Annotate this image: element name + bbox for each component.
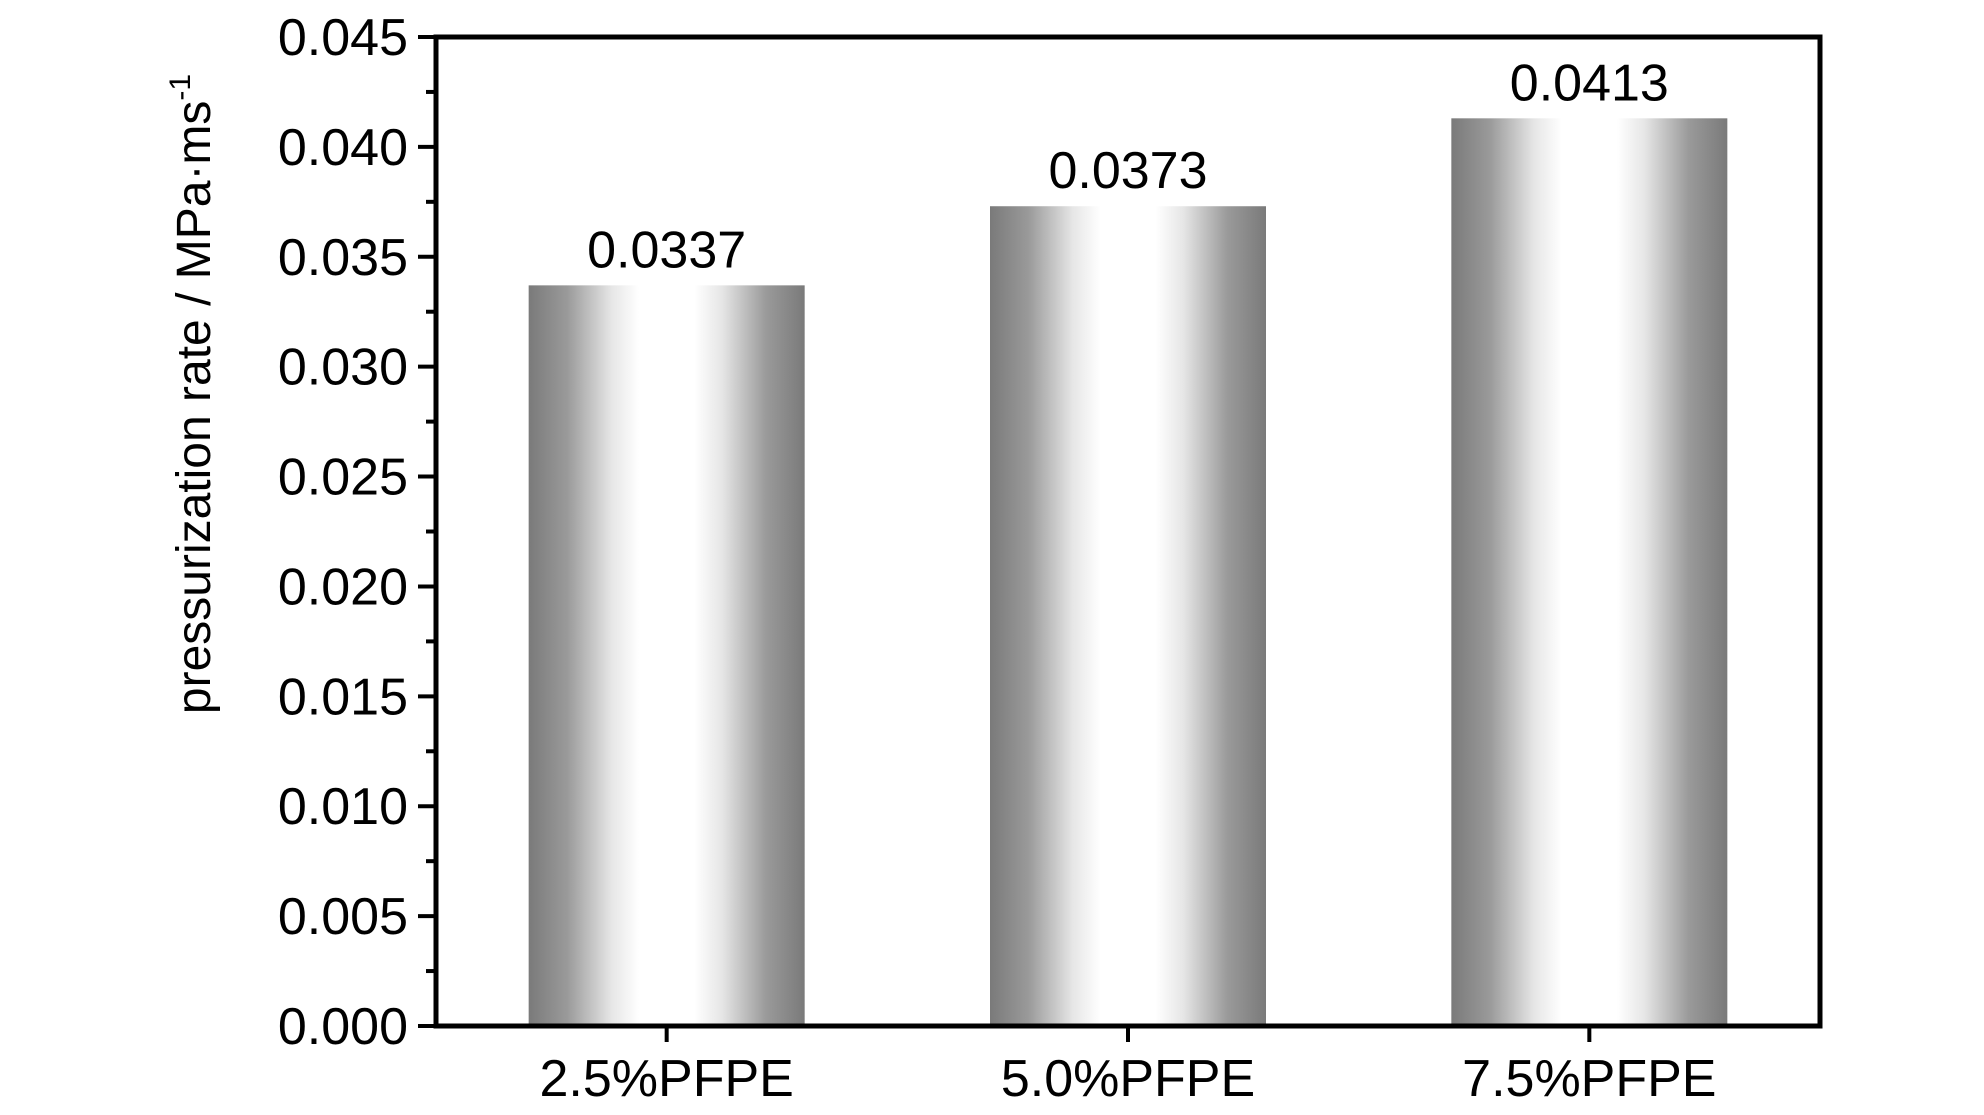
y-tick-label-7: 0.030 bbox=[278, 339, 408, 397]
y-axis-title-superscript: -1 bbox=[164, 74, 197, 101]
y-tick-label-1: 0.000 bbox=[278, 998, 408, 1056]
bar-3 bbox=[1451, 118, 1728, 1027]
y-axis-title: pressurization rate / MPa·ms-1 bbox=[164, 74, 221, 714]
x-axis: 2.5%PFPE 5.0%PFPE 7.5%PFPE bbox=[539, 1026, 1717, 1108]
data-label-3: 0.0413 bbox=[1510, 54, 1669, 112]
axis-titles: pressurization rate / MPa·ms-1 bbox=[164, 74, 221, 714]
x-tick-label-3: 7.5%PFPE bbox=[1462, 1050, 1716, 1108]
bar-2 bbox=[990, 206, 1266, 1026]
y-tick-label-2: 0.005 bbox=[278, 888, 408, 946]
y-tick-label-10: 0.045 bbox=[278, 9, 408, 67]
x-tick-label-2: 5.0%PFPE bbox=[1001, 1050, 1255, 1108]
data-label-1: 0.0337 bbox=[587, 221, 746, 279]
bar-1 bbox=[528, 285, 805, 1026]
y-tick-label-4: 0.015 bbox=[278, 668, 408, 726]
x-tick-label-1: 2.5%PFPE bbox=[539, 1050, 793, 1108]
plot-area: 0.0337 0.0373 0.0413 bbox=[433, 34, 1823, 1029]
y-tick-label-9: 0.040 bbox=[278, 119, 408, 177]
y-tick-label-6: 0.025 bbox=[278, 449, 408, 507]
y-tick-label-5: 0.020 bbox=[278, 558, 408, 616]
y-tick-label-3: 0.010 bbox=[278, 778, 408, 836]
y-axis-title-main: pressurization rate / MPa·ms bbox=[168, 101, 221, 715]
y-tick-label-8: 0.035 bbox=[278, 229, 408, 287]
y-axis: 0.000 0.005 0.010 0.015 0.020 0.025 0.030 0.035… bbox=[278, 9, 436, 1056]
data-label-2: 0.0373 bbox=[1048, 142, 1207, 200]
